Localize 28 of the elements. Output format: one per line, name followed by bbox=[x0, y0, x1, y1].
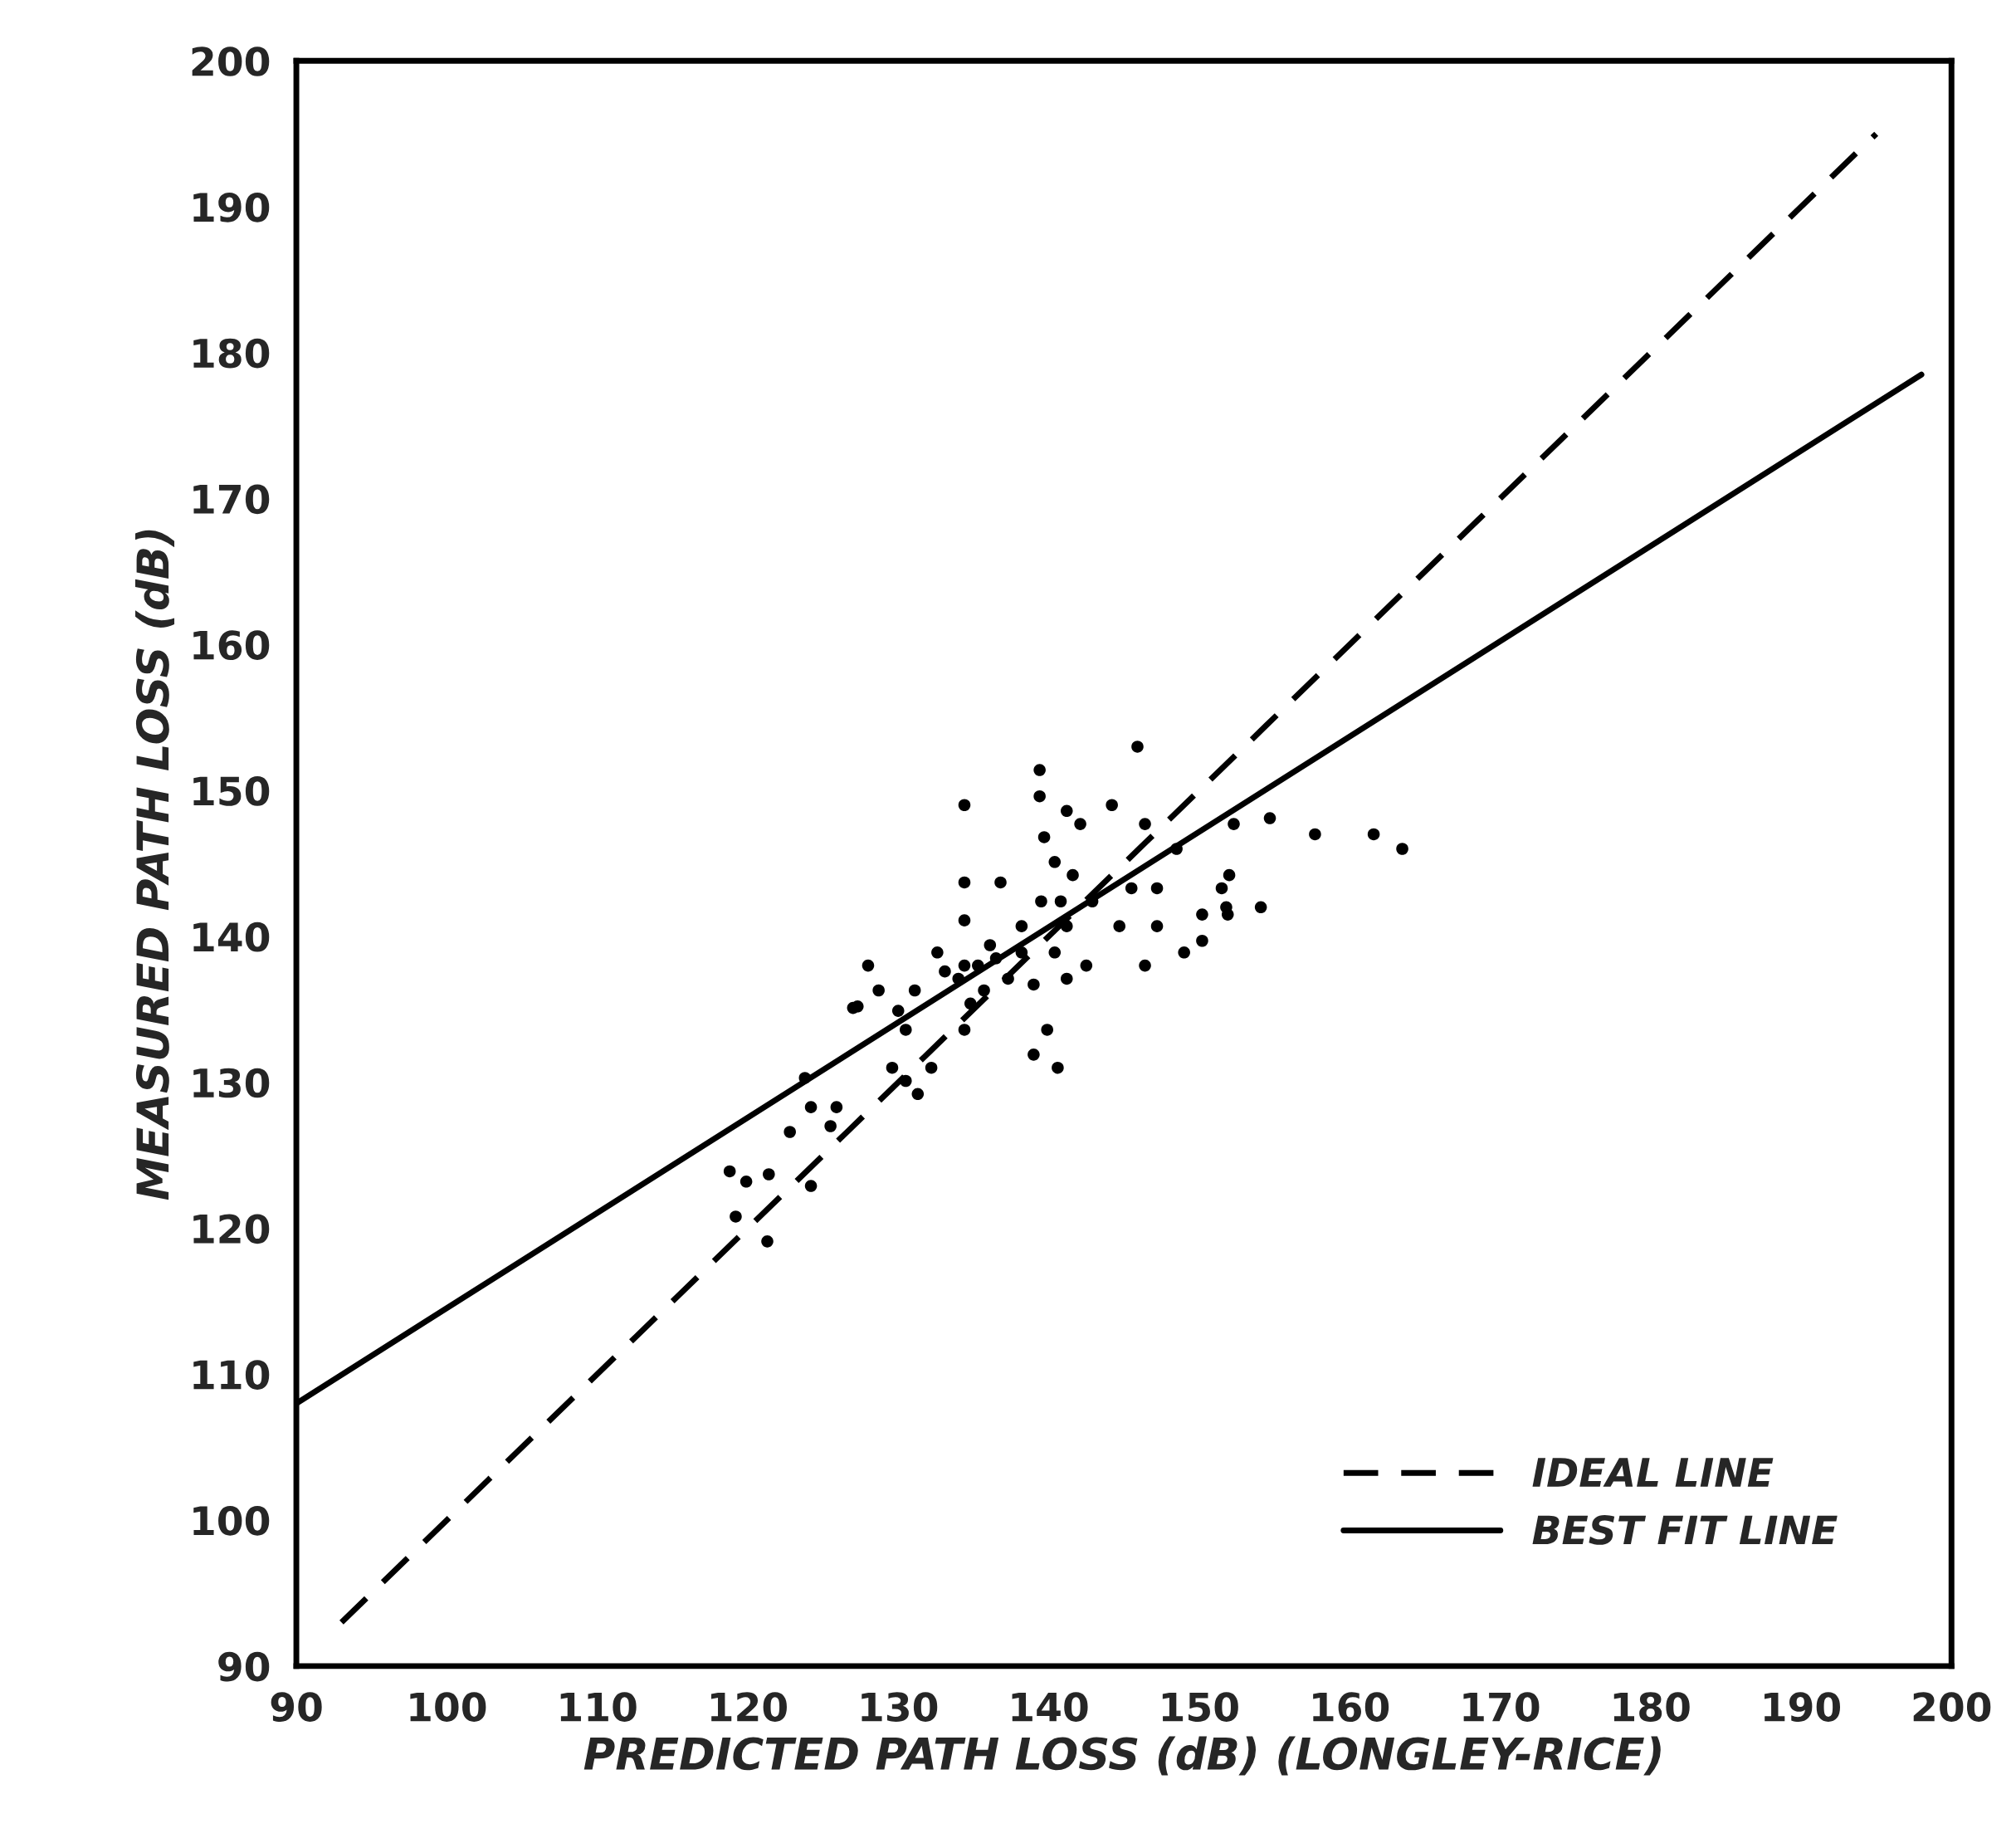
y-tick-label: 170 bbox=[193, 484, 270, 515]
x-tick-label: 120 bbox=[710, 1692, 787, 1722]
y-tick-label: 90 bbox=[218, 1651, 270, 1682]
x-tick-label: 200 bbox=[1913, 1692, 1991, 1722]
x-tick-label: 190 bbox=[1765, 1692, 1841, 1722]
y-tick-label: 180 bbox=[193, 338, 270, 369]
y-tick-label: 150 bbox=[193, 776, 270, 806]
y-tick-label: 110 bbox=[193, 1360, 270, 1390]
y-tick-label: 120 bbox=[193, 1214, 270, 1244]
x-tick-label: 150 bbox=[1162, 1692, 1238, 1722]
y-tick-label: 200 bbox=[192, 46, 270, 76]
x-tick-label: 90 bbox=[271, 1692, 322, 1722]
x-tick-label: 130 bbox=[862, 1692, 938, 1722]
x-tick-label: 140 bbox=[1012, 1692, 1088, 1722]
legend-label: BEST FIT LINE bbox=[1532, 1515, 1838, 1545]
x-tick-label: 110 bbox=[560, 1692, 637, 1722]
x-tick-label: 180 bbox=[1613, 1692, 1690, 1722]
y-tick-label: 190 bbox=[193, 192, 270, 222]
y-tick-label: 140 bbox=[193, 922, 270, 952]
x-tick-label: 160 bbox=[1313, 1692, 1389, 1722]
legend-label: IDEAL LINE bbox=[1532, 1458, 1774, 1487]
x-tick-label: 100 bbox=[410, 1692, 486, 1722]
x-axis-title: PREDICTED PATH LOSS (dB) (LONGLEY-RICE) bbox=[583, 1736, 1661, 1776]
y-tick-label: 130 bbox=[193, 1068, 270, 1098]
y-tick-label: 160 bbox=[193, 630, 270, 661]
y-tick-label: 100 bbox=[193, 1505, 270, 1536]
y-axis-title: MEASURED PATH LOSS (dB) bbox=[134, 530, 175, 1200]
x-tick-label: 170 bbox=[1463, 1692, 1540, 1722]
